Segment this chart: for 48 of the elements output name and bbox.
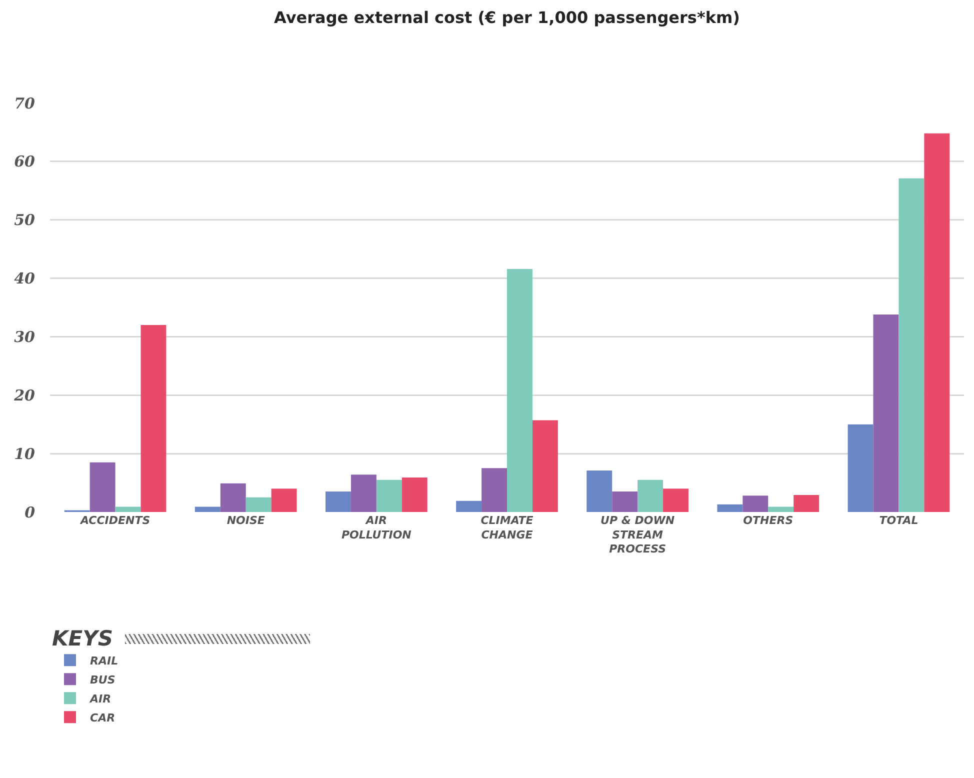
- legend-label: BUS: [90, 673, 116, 686]
- bar: [873, 314, 899, 512]
- bar: [326, 492, 351, 512]
- y-tick-label: 20: [13, 386, 36, 404]
- bar: [246, 497, 272, 512]
- bar: [90, 462, 116, 512]
- bar: [663, 488, 688, 512]
- legend-label: CAR: [90, 711, 116, 724]
- bar: [586, 470, 612, 512]
- chart-title: Average external cost (€ per 1,000 passengers*km): [274, 8, 740, 27]
- bar: [612, 492, 638, 512]
- bar: [220, 483, 246, 512]
- legend-label: AIR: [89, 692, 112, 706]
- x-tick-label: CLIMATE CHANGE: [480, 514, 534, 542]
- x-tick-label: AIR POLLUTION: [341, 514, 412, 542]
- bar: [532, 420, 558, 512]
- bar: [402, 478, 428, 512]
- legend-title: KEYS: [52, 626, 113, 651]
- bar: [115, 506, 141, 512]
- bar: [376, 480, 402, 512]
- bar: [271, 488, 297, 512]
- legend-label: RAIL: [90, 654, 118, 668]
- x-tick-label: ACCIDENTS: [79, 514, 150, 527]
- bar: [456, 500, 482, 512]
- y-tick-label: 60: [14, 152, 36, 171]
- bar: [768, 506, 794, 512]
- bar: [898, 178, 924, 512]
- y-tick-label: 50: [14, 211, 36, 230]
- bar: [924, 133, 950, 512]
- bar: [194, 506, 220, 512]
- y-tick-label: 0: [24, 503, 36, 522]
- x-tick-label: TOTAL: [879, 514, 918, 527]
- bar: [482, 468, 507, 512]
- bar: [848, 424, 874, 512]
- x-tick-label: NOISE: [226, 514, 266, 527]
- x-tick-label: UP & DOWN STREAM PROCESS: [600, 514, 675, 556]
- y-tick-label: 70: [14, 94, 36, 112]
- y-tick-label: 40: [14, 270, 36, 288]
- y-tick-label: 10: [14, 444, 36, 463]
- bar: [140, 325, 166, 512]
- bar: [794, 495, 820, 512]
- bar: [638, 480, 664, 512]
- bar: [507, 268, 532, 512]
- bar: [350, 474, 376, 512]
- bar: [717, 504, 743, 512]
- bar: [742, 496, 768, 512]
- y-tick-label: 30: [14, 328, 36, 346]
- x-tick-label: OTHERS: [743, 514, 794, 527]
